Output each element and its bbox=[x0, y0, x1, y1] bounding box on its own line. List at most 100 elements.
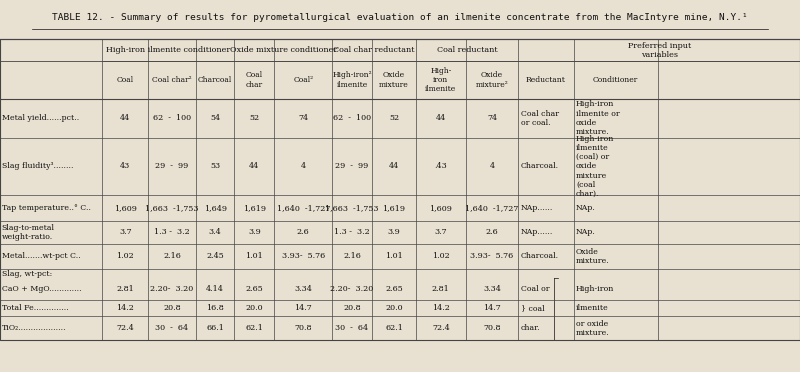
Text: NAp.: NAp. bbox=[576, 228, 596, 236]
Text: 2.65: 2.65 bbox=[246, 285, 263, 293]
Text: Coal char
or coal.: Coal char or coal. bbox=[521, 109, 559, 127]
Text: 3.34: 3.34 bbox=[294, 285, 312, 293]
Text: 14.7: 14.7 bbox=[294, 304, 312, 312]
Text: Slag fluidity³........: Slag fluidity³........ bbox=[2, 163, 73, 170]
Text: Preferred input
variables: Preferred input variables bbox=[627, 42, 691, 59]
Text: 1,619: 1,619 bbox=[243, 204, 266, 212]
Text: 2.81: 2.81 bbox=[116, 285, 134, 293]
Text: 62.1: 62.1 bbox=[246, 324, 263, 332]
Text: 52: 52 bbox=[389, 114, 399, 122]
Text: 1.02: 1.02 bbox=[432, 252, 450, 260]
Text: 44: 44 bbox=[389, 163, 399, 170]
Text: 14.2: 14.2 bbox=[432, 304, 450, 312]
Text: 14.7: 14.7 bbox=[483, 304, 501, 312]
Text: Coal reductant: Coal reductant bbox=[437, 46, 498, 54]
Text: High-iron ilmenite conditioner: High-iron ilmenite conditioner bbox=[106, 46, 230, 54]
Text: 66.1: 66.1 bbox=[206, 324, 224, 332]
Text: 2.16: 2.16 bbox=[343, 252, 361, 260]
Text: TiO₂...................: TiO₂................... bbox=[2, 324, 66, 332]
Text: ilmenite: ilmenite bbox=[576, 304, 609, 312]
Text: 2.20-  3.20: 2.20- 3.20 bbox=[330, 285, 374, 293]
Text: 1,663  -1,753: 1,663 -1,753 bbox=[146, 204, 198, 212]
Text: Coal char²: Coal char² bbox=[152, 76, 192, 84]
Text: 2.16: 2.16 bbox=[163, 252, 181, 260]
Text: Coal or: Coal or bbox=[521, 285, 550, 293]
Text: .43: .43 bbox=[434, 163, 447, 170]
Text: Conditioner: Conditioner bbox=[593, 76, 638, 84]
Text: Charcoal: Charcoal bbox=[198, 76, 232, 84]
Text: TABLE 12. - Summary of results for pyrometallurgical evaluation of an ilmenite c: TABLE 12. - Summary of results for pyrom… bbox=[52, 13, 748, 22]
Text: or oxide
mixture.: or oxide mixture. bbox=[576, 320, 610, 337]
Text: Charcoal.: Charcoal. bbox=[521, 163, 559, 170]
Text: 70.8: 70.8 bbox=[483, 324, 501, 332]
Text: 72.4: 72.4 bbox=[432, 324, 450, 332]
Text: 62  -  100: 62 - 100 bbox=[153, 114, 191, 122]
Text: 1.02: 1.02 bbox=[116, 252, 134, 260]
Text: 30  -  64: 30 - 64 bbox=[335, 324, 369, 332]
Text: Oxide mixture conditioner: Oxide mixture conditioner bbox=[230, 46, 337, 54]
Text: High-iron
ilmenite or
oxide
mixture.: High-iron ilmenite or oxide mixture. bbox=[576, 100, 620, 136]
Text: Charcoal.: Charcoal. bbox=[521, 252, 559, 260]
Text: 4: 4 bbox=[301, 163, 306, 170]
Text: } coal: } coal bbox=[521, 304, 545, 312]
Text: 1.3 -  3.2: 1.3 - 3.2 bbox=[334, 228, 370, 236]
Text: Coal
char: Coal char bbox=[246, 71, 263, 89]
Text: CaO + MgO.............: CaO + MgO............. bbox=[2, 285, 82, 293]
Text: 2.6: 2.6 bbox=[486, 228, 498, 236]
Text: 3.34: 3.34 bbox=[483, 285, 501, 293]
Text: High-iron²
ilmenite: High-iron² ilmenite bbox=[332, 71, 372, 89]
Text: 44: 44 bbox=[436, 114, 446, 122]
Text: 20.0: 20.0 bbox=[246, 304, 263, 312]
Text: 1,663  -1,753: 1,663 -1,753 bbox=[326, 204, 378, 212]
Text: 30  -  64: 30 - 64 bbox=[155, 324, 189, 332]
Text: 70.8: 70.8 bbox=[294, 324, 312, 332]
Text: 44: 44 bbox=[120, 114, 130, 122]
Text: Oxide
mixture.: Oxide mixture. bbox=[576, 248, 610, 265]
Text: 3.4: 3.4 bbox=[209, 228, 222, 236]
Text: 1,609: 1,609 bbox=[114, 204, 137, 212]
Text: 29  -  99: 29 - 99 bbox=[335, 163, 369, 170]
Text: 2.6: 2.6 bbox=[297, 228, 310, 236]
Text: 29  -  99: 29 - 99 bbox=[155, 163, 189, 170]
Text: 20.8: 20.8 bbox=[343, 304, 361, 312]
Text: 1,609: 1,609 bbox=[430, 204, 452, 212]
Text: High-iron
ilmenite
(coal) or
oxide
mixture
(coal
char).: High-iron ilmenite (coal) or oxide mixtu… bbox=[576, 135, 614, 198]
Text: Reductant: Reductant bbox=[526, 76, 566, 84]
Text: Oxide
mixture²: Oxide mixture² bbox=[476, 71, 508, 89]
Text: 62.1: 62.1 bbox=[385, 324, 403, 332]
Text: 3.7: 3.7 bbox=[434, 228, 447, 236]
Text: 1,640  -1,727: 1,640 -1,727 bbox=[466, 204, 518, 212]
Text: 16.8: 16.8 bbox=[206, 304, 224, 312]
Text: 1,640  -1,727: 1,640 -1,727 bbox=[277, 204, 330, 212]
Text: 3.7: 3.7 bbox=[119, 228, 131, 236]
Text: 74: 74 bbox=[487, 114, 497, 122]
Text: 74: 74 bbox=[298, 114, 308, 122]
Text: 54: 54 bbox=[210, 114, 220, 122]
Text: Total Fe..............: Total Fe.............. bbox=[2, 304, 68, 312]
Text: 20.8: 20.8 bbox=[163, 304, 181, 312]
Text: 52: 52 bbox=[250, 114, 259, 122]
Text: 53: 53 bbox=[210, 163, 220, 170]
Text: 14.2: 14.2 bbox=[116, 304, 134, 312]
Text: 3.93-  5.76: 3.93- 5.76 bbox=[282, 252, 325, 260]
Text: Tap temperature..° C..: Tap temperature..° C.. bbox=[2, 204, 90, 212]
Text: 3.9: 3.9 bbox=[248, 228, 261, 236]
Text: NAp......: NAp...... bbox=[521, 228, 553, 236]
Text: 3.9: 3.9 bbox=[388, 228, 400, 236]
Text: 1.01: 1.01 bbox=[246, 252, 263, 260]
Text: NAp.: NAp. bbox=[576, 204, 596, 212]
Text: Metal.......wt-pct C..: Metal.......wt-pct C.. bbox=[2, 252, 80, 260]
Text: char.: char. bbox=[521, 324, 541, 332]
Text: High-
iron
ilmenite: High- iron ilmenite bbox=[425, 67, 457, 93]
Text: 1,619: 1,619 bbox=[382, 204, 406, 212]
Bar bbox=[0, 39, 800, 340]
Text: 2.20-  3.20: 2.20- 3.20 bbox=[150, 285, 194, 293]
Text: Slag, wt-pct:: Slag, wt-pct: bbox=[2, 270, 52, 278]
Text: 44: 44 bbox=[250, 163, 259, 170]
Text: 4: 4 bbox=[490, 163, 494, 170]
Text: 1,649: 1,649 bbox=[204, 204, 226, 212]
Text: 62  -  100: 62 - 100 bbox=[333, 114, 371, 122]
Text: NAp......: NAp...... bbox=[521, 204, 553, 212]
Text: Slag-to-metal
weight-ratio.: Slag-to-metal weight-ratio. bbox=[2, 224, 54, 241]
Text: High-iron: High-iron bbox=[576, 285, 614, 293]
